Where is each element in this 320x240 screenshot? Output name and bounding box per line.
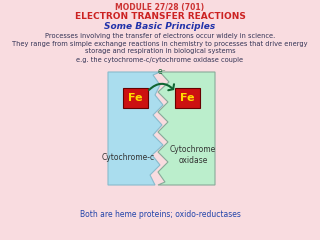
Text: Some Basic Principles: Some Basic Principles	[104, 22, 216, 31]
Text: Processes involving the transfer of electrons occur widely in science.: Processes involving the transfer of elec…	[45, 33, 275, 39]
Text: ELECTRON TRANSFER REACTIONS: ELECTRON TRANSFER REACTIONS	[75, 12, 245, 21]
PathPatch shape	[158, 72, 215, 185]
Text: Fe: Fe	[180, 93, 195, 103]
Text: Both are heme proteins; oxido-reductases: Both are heme proteins; oxido-reductases	[80, 210, 240, 219]
Text: Fe: Fe	[128, 93, 143, 103]
Text: MODULE 27/28 (701): MODULE 27/28 (701)	[116, 3, 204, 12]
Text: They range from simple exchange reactions in chemistry to processes that drive e: They range from simple exchange reaction…	[12, 41, 308, 54]
FancyBboxPatch shape	[175, 88, 200, 108]
PathPatch shape	[108, 72, 163, 185]
Text: Cytochrome-c: Cytochrome-c	[101, 154, 155, 162]
Text: e.g. the cytochrome-c/cytochrome oxidase couple: e.g. the cytochrome-c/cytochrome oxidase…	[76, 57, 244, 63]
FancyBboxPatch shape	[123, 88, 148, 108]
Text: e⁻: e⁻	[158, 67, 166, 76]
Text: Cytochrome
oxidase: Cytochrome oxidase	[170, 145, 216, 165]
